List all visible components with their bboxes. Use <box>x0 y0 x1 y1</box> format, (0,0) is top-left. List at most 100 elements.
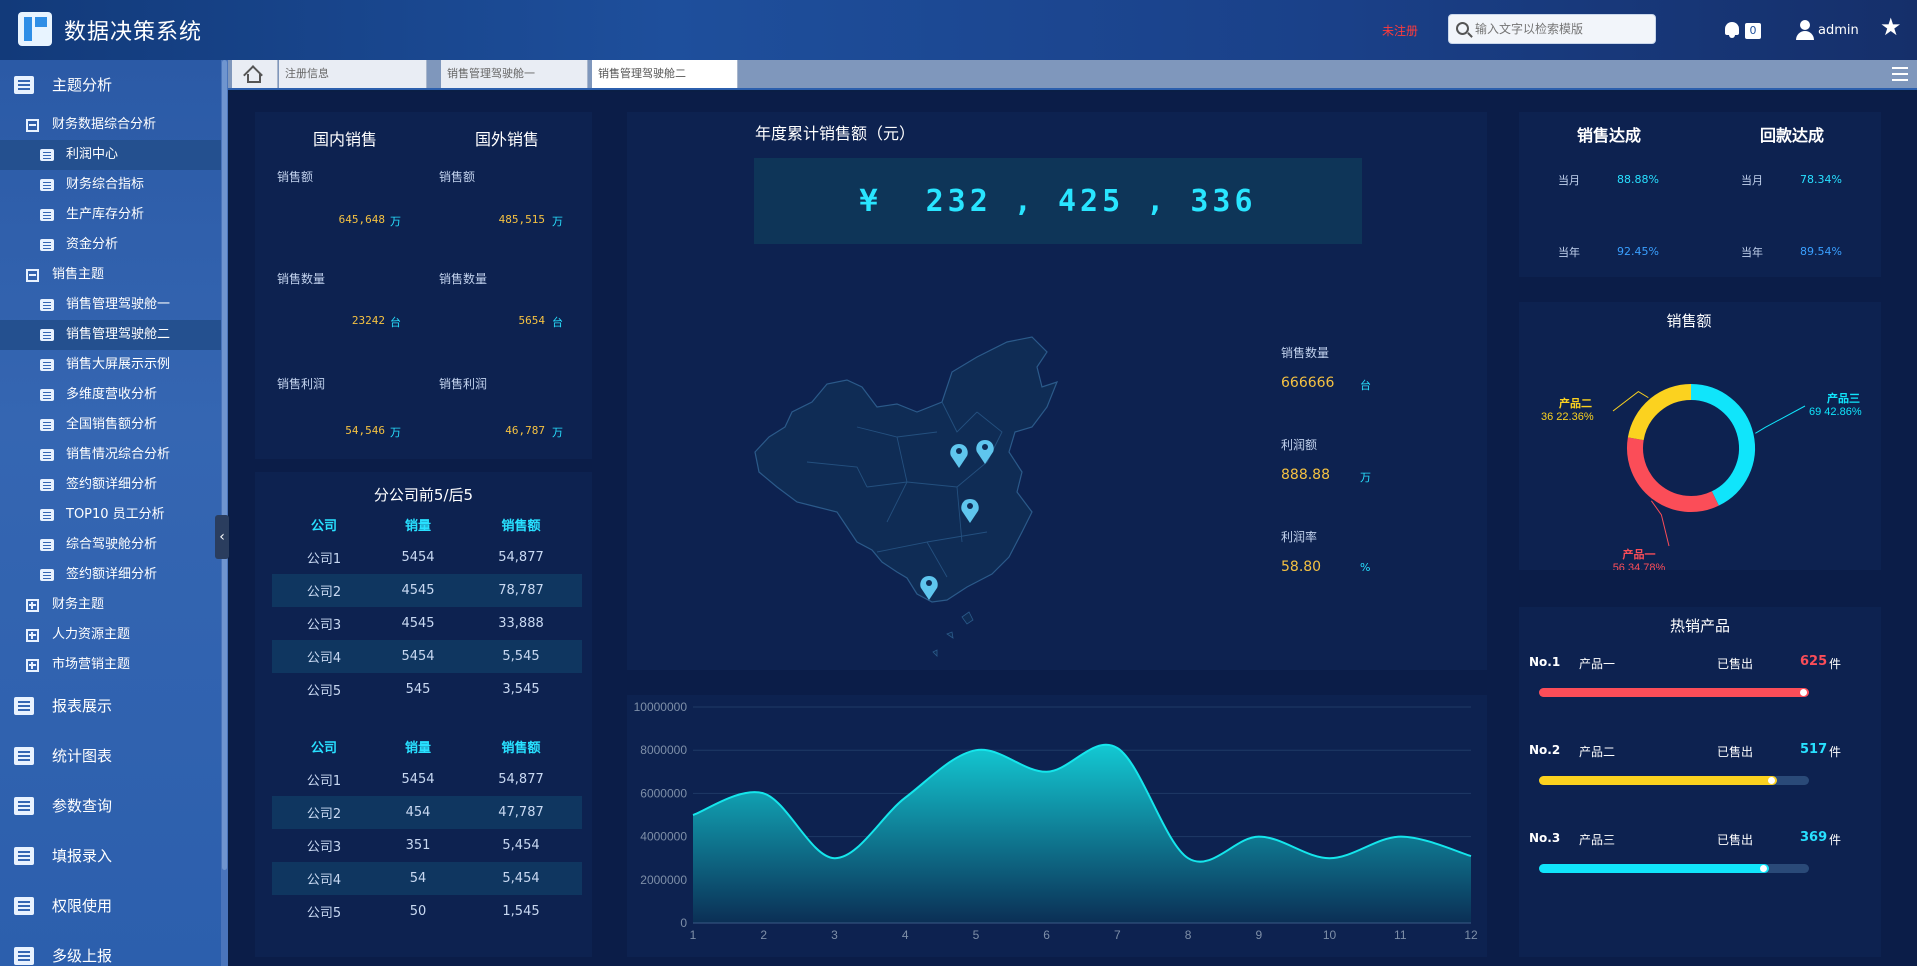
company-top5-table: 公司 销量 销售额 公司1 5454 54,877 公司2 4545 78,787 公司3 4… <box>272 508 582 706</box>
hot-products-title: 热销产品 <box>1669 617 1730 635</box>
menu-icon[interactable] <box>1892 67 1908 81</box>
unregistered-link[interactable]: 未注册 <box>1382 24 1419 38</box>
table-row: 公司1 5454 54,877 <box>272 541 582 574</box>
bell-icon[interactable] <box>1723 20 1741 38</box>
user-icon[interactable] <box>1796 20 1814 40</box>
search-box[interactable] <box>1448 14 1656 44</box>
nav-group-finance-data[interactable]: 财务数据综合分析 <box>0 110 222 140</box>
nav-item-top10-staff[interactable]: TOP10 员工分析 <box>0 500 222 530</box>
sales-amount-cell: 54,877 <box>498 550 544 565</box>
domestic-sales-title: 国内销售 <box>313 130 378 149</box>
nav-group-label: 人力资源主题 <box>52 627 131 642</box>
report-icon <box>14 797 34 815</box>
hot-sold-unit: 件 <box>1829 833 1842 847</box>
nav-group-sales[interactable]: 销售主题 <box>0 260 222 290</box>
annual-sales-box: ¥ 232 , 425 , 336 <box>754 158 1362 244</box>
donut-slice[interactable] <box>1627 384 1692 441</box>
map-rate-value: 58.80 <box>1281 559 1322 575</box>
hot-sold-unit: 件 <box>1829 657 1842 671</box>
col-sales-amount: 销售额 <box>501 741 541 756</box>
x-tick-label: 3 <box>831 928 838 942</box>
tab-home[interactable] <box>232 60 278 88</box>
favorite-star-icon[interactable]: ★ <box>1880 13 1902 41</box>
x-tick-label: 11 <box>1394 928 1407 942</box>
company-name-cell: 公司2 <box>272 574 376 607</box>
donut-slice[interactable] <box>1690 384 1755 506</box>
col-company: 公司 <box>310 519 337 534</box>
username[interactable]: admin <box>1818 23 1859 38</box>
company-name-cell: 公司5 <box>306 684 342 699</box>
map-qty-label: 销售数量 <box>1281 346 1330 360</box>
nav-item-sales-overview[interactable]: 销售情况综合分析 <box>0 440 222 470</box>
chart-icon <box>40 539 54 551</box>
notification-count-badge[interactable]: 0 <box>1745 23 1761 39</box>
company-table-panel: 分公司前5/后5 公司 销量 销售额 公司1 5454 54,877 公司2 4545 7… <box>255 472 592 957</box>
collapse-minus-icon <box>26 119 39 132</box>
company-name-cell: 公司2 <box>272 796 376 829</box>
nav-item-funds[interactable]: 资金分析 <box>0 230 222 260</box>
map-marker-icon[interactable] <box>961 499 979 523</box>
nav-item-label: 销售情况综合分析 <box>66 447 171 462</box>
nav-section-data-entry[interactable]: 填报录入 <box>0 831 222 881</box>
sales-qty-cell: 454 <box>376 796 460 829</box>
nav-item-inventory[interactable]: 生产库存分析 <box>0 200 222 230</box>
map-profit-label: 利润额 <box>1281 438 1318 452</box>
hot-progress-track <box>1539 776 1809 785</box>
tab-register-info[interactable]: 注册信息 <box>279 60 427 88</box>
nav-item-big-screen[interactable]: 销售大屏展示示例 <box>0 350 222 380</box>
nav-group-hr[interactable]: 人力资源主题 <box>0 620 222 650</box>
company-name-cell: 公司4 <box>272 640 376 673</box>
search-input[interactable] <box>1475 19 1651 39</box>
hot-sold-label: 已售出 <box>1717 657 1754 671</box>
hot-progress-track <box>1539 688 1809 697</box>
sales-qty-cell: 50 <box>409 904 427 919</box>
nav-item-cockpit-2[interactable]: 销售管理驾驶舱二 <box>0 320 222 350</box>
hot-product-name: 产品二 <box>1579 745 1616 759</box>
nav-item-label: 利润中心 <box>66 147 119 162</box>
hot-progress-knob <box>1767 777 1775 784</box>
nav-item-contract-detail-2[interactable]: 签约额详细分析 <box>0 560 222 590</box>
hot-rank: No.1 <box>1529 655 1561 669</box>
x-tick-label: 4 <box>902 928 909 942</box>
sales-donut-panel: 销售额 产品三 69 42.86% 产品一 56 34.78% 产品二 36 22.36% <box>1519 302 1881 570</box>
sales-qty-cell: 5454 <box>401 772 435 787</box>
nav-item-contract-detail[interactable]: 签约额详细分析 <box>0 470 222 500</box>
nav-section-theme-analysis[interactable]: 主题分析 <box>0 60 222 110</box>
nav-item-cockpit-1[interactable]: 销售管理驾驶舱一 <box>0 290 222 320</box>
nav-section-reports[interactable]: 报表展示 <box>0 681 222 731</box>
nav-section-param-query[interactable]: 参数查询 <box>0 781 222 831</box>
nav-item-composite-cockpit[interactable]: 综合驾驶舱分析 <box>0 530 222 560</box>
nav-item-national-sales[interactable]: 全国销售额分析 <box>0 410 222 440</box>
sidebar-scrollbar[interactable] <box>222 60 227 870</box>
home-icon-base <box>247 74 261 83</box>
nav-section-multi-report[interactable]: 多级上报 <box>0 931 222 966</box>
expand-plus-icon <box>26 599 39 612</box>
nav-section-stat-charts[interactable]: 统计图表 <box>0 731 222 781</box>
domestic-amount-label: 销售额 <box>277 170 314 184</box>
china-map <box>754 336 1059 657</box>
y-tick-label: 8000000 <box>640 743 687 757</box>
donut-slice-name: 产品三 <box>1827 391 1860 405</box>
nav-item-profit-center[interactable]: 利润中心 <box>0 140 222 170</box>
sidebar: 主题分析 财务数据综合分析 利润中心 财务综合指标 生产库存分析 资金分析 销售… <box>0 60 228 966</box>
nav-section-permissions[interactable]: 权限使用 <box>0 881 222 931</box>
nav-item-multi-revenue[interactable]: 多维度营收分析 <box>0 380 222 410</box>
map-marker-icon[interactable] <box>950 444 968 468</box>
map-marker-icon[interactable] <box>920 576 938 600</box>
donut-slice[interactable] <box>1627 437 1719 512</box>
table-row: 公司3 351 5,454 <box>272 829 582 862</box>
map-profit-value: 888.88 <box>1281 467 1330 483</box>
nav-group-finance[interactable]: 财务主题 <box>0 590 222 620</box>
tab-cockpit-2[interactable]: 销售管理驾驶舱二 <box>592 60 738 88</box>
nav-section-label: 多级上报 <box>52 947 113 965</box>
map-marker-icon[interactable] <box>976 440 994 464</box>
report-icon <box>40 389 54 401</box>
donut-label-line <box>1650 500 1670 547</box>
hot-sold-label: 已售出 <box>1717 745 1754 759</box>
nav-group-marketing[interactable]: 市场营销主题 <box>0 650 222 680</box>
nav-item-finance-index[interactable]: 财务综合指标 <box>0 170 222 200</box>
nav-item-label: 全国销售额分析 <box>66 417 158 432</box>
foreign-profit-label: 销售利润 <box>439 377 488 391</box>
tab-cockpit-1[interactable]: 销售管理驾驶舱一 <box>441 60 588 88</box>
sidebar-collapse-button[interactable]: ‹ <box>215 515 229 559</box>
